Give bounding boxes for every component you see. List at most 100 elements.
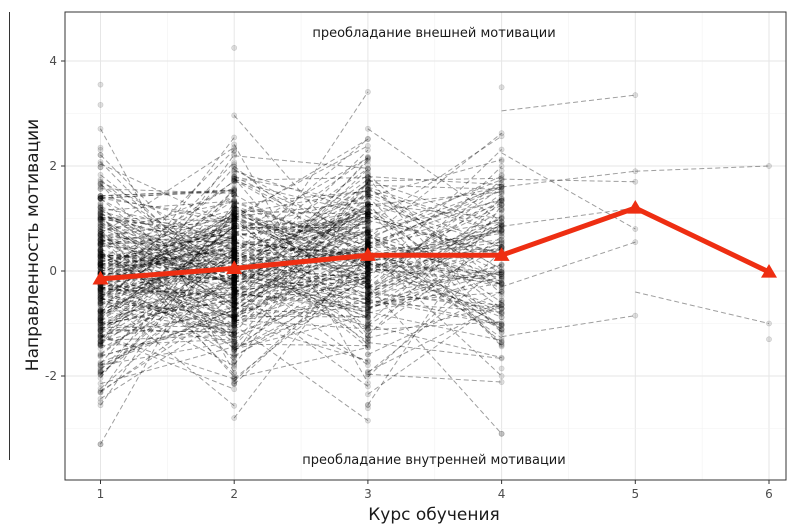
trajectory-segment <box>367 200 502 273</box>
data-point <box>97 388 104 395</box>
trajectory-segment <box>100 228 235 242</box>
data-point <box>231 295 238 301</box>
data-point <box>364 156 371 163</box>
data-point <box>231 199 238 206</box>
trajectory-segment <box>100 237 235 316</box>
data-point <box>231 246 238 253</box>
trajectory-segment <box>100 200 235 212</box>
data-point <box>498 207 505 214</box>
data-point <box>97 240 104 247</box>
trajectory-segment <box>367 223 502 298</box>
data-point <box>97 212 104 219</box>
trajectory-segment <box>367 159 502 198</box>
data-point <box>97 264 104 270</box>
data-point <box>231 279 238 285</box>
data-point <box>498 301 505 308</box>
trajectory-segment <box>233 174 369 276</box>
data-point <box>231 297 238 304</box>
data-point <box>231 343 238 350</box>
data-point <box>231 335 238 342</box>
trajectory-segment <box>100 263 235 273</box>
data-point <box>498 226 505 233</box>
data-point <box>231 248 238 255</box>
data-point <box>97 262 104 268</box>
data-point <box>231 234 238 240</box>
data-point <box>231 248 238 255</box>
data-point <box>364 262 371 269</box>
data-point <box>231 284 238 291</box>
data-point <box>97 389 104 396</box>
data-point <box>364 154 371 161</box>
data-point <box>231 286 238 293</box>
trajectory-segment <box>100 180 235 252</box>
data-point <box>231 344 238 351</box>
data-point <box>498 215 505 222</box>
data-point <box>498 167 505 174</box>
trajectory-segment <box>233 216 369 284</box>
data-point <box>231 239 238 246</box>
data-point <box>231 161 238 168</box>
trajectory-segment <box>100 257 235 269</box>
data-point <box>364 180 371 187</box>
data-point <box>364 299 371 306</box>
trajectory-segment <box>233 214 369 294</box>
trajectory-segment <box>100 197 235 220</box>
data-point <box>364 204 371 210</box>
trajectory-segment <box>367 191 502 206</box>
data-point <box>97 256 104 263</box>
data-point <box>364 147 371 153</box>
data-point <box>231 236 238 242</box>
data-point <box>231 250 238 257</box>
data-point <box>231 226 238 232</box>
trajectory-segment <box>100 249 235 266</box>
trajectory-segment <box>367 177 502 333</box>
data-point <box>231 164 238 170</box>
data-point <box>364 307 371 313</box>
data-point <box>231 347 238 354</box>
data-point <box>97 316 104 323</box>
trajectory-segment <box>367 199 502 232</box>
data-point <box>231 191 238 198</box>
trajectory-segment <box>234 244 369 280</box>
trajectory-segment <box>100 246 235 277</box>
data-point <box>231 314 238 321</box>
trajectory-segment <box>234 223 368 229</box>
data-point <box>364 273 371 280</box>
trajectory-segment <box>501 178 636 183</box>
trajectory-segment <box>233 203 369 318</box>
data-point <box>97 216 104 222</box>
trajectory-segment <box>234 205 369 247</box>
data-point <box>498 329 505 335</box>
y-tick-label: 4 <box>49 54 57 68</box>
data-point <box>97 287 104 294</box>
trajectory-segment <box>234 272 368 283</box>
trajectory-segment <box>233 177 369 336</box>
trajectory-segment <box>233 204 369 300</box>
data-point <box>97 146 104 153</box>
data-point <box>498 189 505 196</box>
mean-series <box>92 200 777 285</box>
data-point <box>364 221 371 227</box>
data-point <box>97 205 104 211</box>
data-point <box>364 268 371 275</box>
data-point <box>364 308 371 315</box>
trajectory-segment <box>233 243 369 352</box>
data-point <box>97 286 104 292</box>
data-point <box>498 183 505 190</box>
data-point <box>364 301 371 308</box>
data-point <box>498 210 505 217</box>
data-point <box>97 216 104 223</box>
data-point <box>231 243 238 250</box>
trajectory-segment <box>100 346 235 385</box>
data-point <box>231 209 238 216</box>
data-point <box>231 244 238 251</box>
trajectory-segment <box>100 239 235 253</box>
data-point <box>231 235 238 242</box>
data-point <box>97 228 104 235</box>
data-point <box>97 253 104 260</box>
trajectory-segment <box>100 309 235 366</box>
trajectory-segment <box>233 182 369 291</box>
data-point <box>231 296 238 303</box>
data-point <box>498 262 505 269</box>
data-point <box>498 373 505 379</box>
